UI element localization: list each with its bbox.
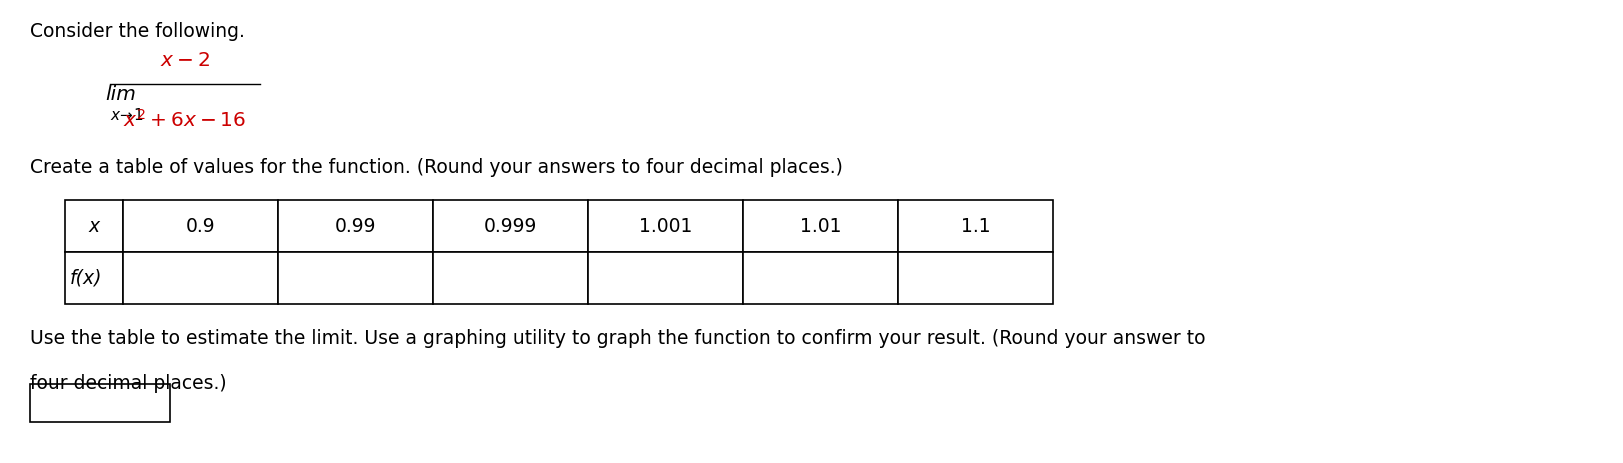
Bar <box>29 384 170 422</box>
Text: lim: lim <box>105 86 136 105</box>
Bar <box>588 200 743 252</box>
Text: $x-2$: $x-2$ <box>161 50 209 69</box>
Text: x: x <box>88 217 99 236</box>
Text: 1.01: 1.01 <box>799 217 841 236</box>
Text: $x^2+6x-16$: $x^2+6x-16$ <box>123 109 247 131</box>
Text: f(x): f(x) <box>70 269 102 288</box>
Bar <box>278 252 433 304</box>
Text: 0.999: 0.999 <box>484 217 537 236</box>
Text: $x\!\rightarrow\!1$: $x\!\rightarrow\!1$ <box>110 107 143 123</box>
Bar <box>898 252 1052 304</box>
Bar <box>588 252 743 304</box>
Text: Create a table of values for the function. (Round your answers to four decimal p: Create a table of values for the functio… <box>29 158 842 177</box>
Text: 1.001: 1.001 <box>638 217 691 236</box>
Text: Consider the following.: Consider the following. <box>29 22 245 41</box>
Text: 0.99: 0.99 <box>334 217 377 236</box>
Bar <box>433 200 588 252</box>
Bar <box>123 200 278 252</box>
Bar <box>433 252 588 304</box>
Bar <box>743 200 898 252</box>
Text: four decimal places.): four decimal places.) <box>29 374 227 393</box>
Text: 0.9: 0.9 <box>185 217 216 236</box>
Bar <box>65 252 123 304</box>
Text: 1.1: 1.1 <box>961 217 990 236</box>
Text: Use the table to estimate the limit. Use a graphing utility to graph the functio: Use the table to estimate the limit. Use… <box>29 329 1204 348</box>
Bar <box>278 200 433 252</box>
Bar <box>65 200 123 252</box>
Bar <box>898 200 1052 252</box>
Bar <box>123 252 278 304</box>
Bar <box>743 252 898 304</box>
